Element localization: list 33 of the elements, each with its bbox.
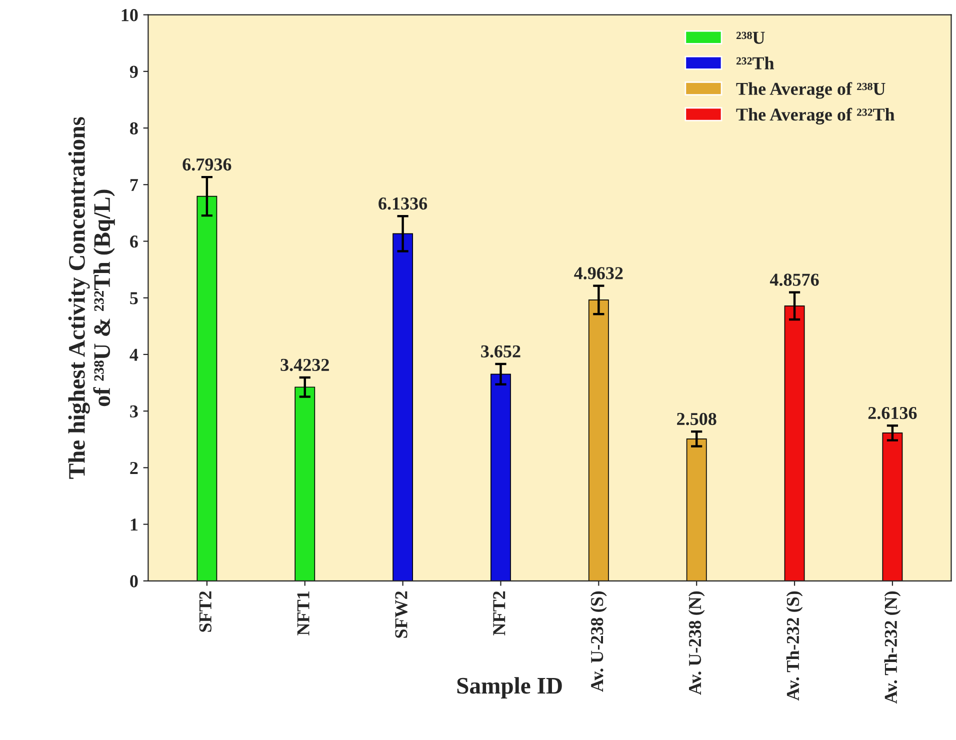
y-tick-label: 8 xyxy=(130,122,138,134)
data-label: 2.508 xyxy=(677,412,716,426)
x-tick-label: NFT2 xyxy=(493,591,506,636)
x-tick-label: Av. U-238 (N) xyxy=(688,591,705,695)
x-tick-label: Av. Th-232 (N) xyxy=(884,591,901,704)
legend-label: ²³⁸U xyxy=(736,32,765,44)
y-axis-title: The highest Activity Concentrations of ²³⁸U & ²³²Th (Bq/L) xyxy=(68,117,115,479)
data-label: 3.4232 xyxy=(280,358,329,372)
y-tick-label: 6 xyxy=(130,236,138,248)
x-tick-label: SFT2 xyxy=(199,591,212,632)
legend-label: ²³²Th xyxy=(736,56,774,70)
legend-label: The Average of ²³⁸U xyxy=(736,82,886,99)
y-tick-label: 0 xyxy=(130,575,138,588)
x-axis-title: Sample ID xyxy=(457,677,562,699)
y-tick-label: 4 xyxy=(130,348,138,361)
y-tick-label: 1 xyxy=(130,518,138,531)
y-tick-label: 9 xyxy=(130,66,138,78)
data-label: 4.8576 xyxy=(770,274,819,286)
x-tick-label: Av. U-238 (S) xyxy=(590,591,607,692)
y-tick-label: 2 xyxy=(130,462,138,474)
legend-label: The Average of ²³²Th xyxy=(736,108,895,124)
data-label: 3.652 xyxy=(481,345,520,358)
data-label: 6.1336 xyxy=(378,197,428,210)
y-tick-label: 10 xyxy=(122,9,138,22)
x-tick-label: Av. Th-232 (S) xyxy=(786,591,803,701)
data-label: 4.9632 xyxy=(574,267,623,280)
y-tick-label: 5 xyxy=(130,292,138,304)
y-tick-label: 3 xyxy=(130,405,138,418)
x-tick-label: SFW2 xyxy=(395,591,408,638)
y-tick-label: 7 xyxy=(130,179,138,191)
data-label: 6.7936 xyxy=(182,158,232,171)
data-label: 2.6136 xyxy=(868,406,917,420)
x-tick-label: NFT1 xyxy=(297,592,310,636)
